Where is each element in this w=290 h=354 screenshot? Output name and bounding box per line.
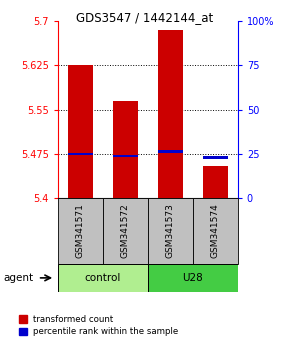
Bar <box>158 30 183 198</box>
Bar <box>148 198 193 264</box>
Text: control: control <box>85 273 121 283</box>
Bar <box>113 101 138 198</box>
Text: GDS3547 / 1442144_at: GDS3547 / 1442144_at <box>76 11 214 24</box>
Text: GSM341572: GSM341572 <box>121 204 130 258</box>
Bar <box>68 153 93 155</box>
Bar <box>68 65 93 198</box>
Bar <box>58 198 103 264</box>
Bar <box>158 150 183 153</box>
Bar <box>58 264 148 292</box>
Text: GSM341571: GSM341571 <box>76 204 85 258</box>
Text: agent: agent <box>3 273 33 283</box>
Bar <box>103 198 148 264</box>
Text: GSM341573: GSM341573 <box>166 204 175 258</box>
Bar <box>148 264 238 292</box>
Text: GSM341574: GSM341574 <box>211 204 220 258</box>
Bar <box>113 155 138 157</box>
Legend: transformed count, percentile rank within the sample: transformed count, percentile rank withi… <box>19 315 179 336</box>
Bar <box>203 156 228 159</box>
Text: U28: U28 <box>182 273 203 283</box>
Bar <box>203 166 228 198</box>
Bar <box>193 198 238 264</box>
